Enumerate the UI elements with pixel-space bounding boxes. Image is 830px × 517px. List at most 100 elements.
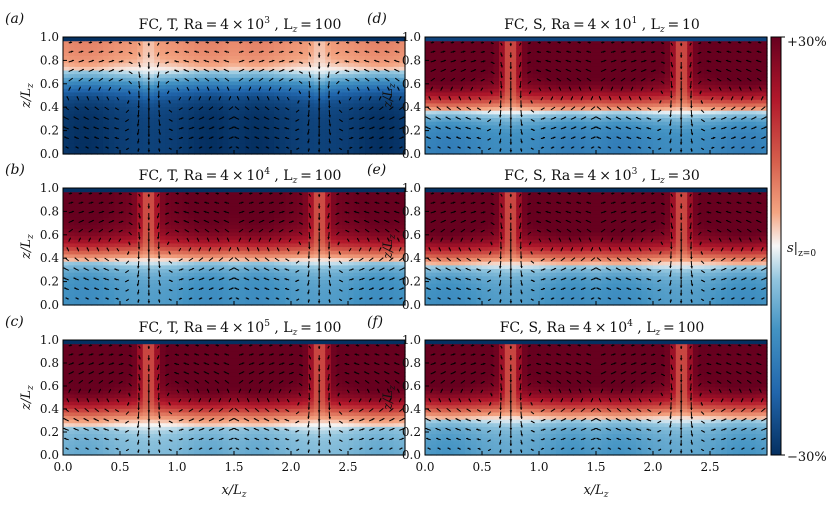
heat-cell xyxy=(120,231,127,237)
heat-cell xyxy=(336,139,343,144)
heat-cell xyxy=(211,106,218,111)
heat-cell xyxy=(387,44,395,49)
quiver-arrowhead xyxy=(389,146,393,149)
heat-cell xyxy=(359,47,366,53)
quiver-arrowhead xyxy=(94,106,98,110)
heat-cell xyxy=(330,246,338,251)
heat-cell xyxy=(268,117,275,122)
heat-cell xyxy=(273,231,281,237)
heat-cell xyxy=(268,84,275,89)
heat-cell xyxy=(63,220,70,226)
heat-cell xyxy=(302,206,309,211)
y-tick-label: 0.4 xyxy=(40,100,59,114)
heat-cell xyxy=(205,62,212,67)
heat-cell xyxy=(114,88,121,93)
heat-cell xyxy=(188,209,195,215)
heat-cell xyxy=(251,257,258,262)
heat-cell xyxy=(370,224,378,229)
heat-cell xyxy=(256,220,264,226)
heat-cell xyxy=(273,191,281,196)
heat-cell xyxy=(359,139,366,144)
heat-cell xyxy=(114,195,121,200)
heat-cell xyxy=(285,84,292,89)
heat-cell xyxy=(154,301,161,306)
heat-cell xyxy=(370,294,378,299)
heat-cell xyxy=(102,113,110,119)
heat-cell xyxy=(342,106,349,111)
quiver-arrowhead xyxy=(66,96,69,99)
heat-cell xyxy=(182,242,189,248)
heat-cell xyxy=(325,37,332,42)
heat-cell xyxy=(68,275,75,281)
quiver-arrowhead xyxy=(178,97,181,100)
heat-cell xyxy=(165,239,172,244)
heat-cell xyxy=(342,283,349,288)
heat-cell xyxy=(296,58,303,64)
heat-cell xyxy=(137,283,144,288)
heat-cell xyxy=(285,146,292,151)
heat-cell xyxy=(137,294,144,299)
heat-cell xyxy=(154,231,161,237)
quiver-arrowhead xyxy=(389,96,392,99)
heat-cell xyxy=(382,128,389,133)
heat-cell xyxy=(148,279,155,284)
heat-cell xyxy=(382,268,389,273)
heat-cell xyxy=(114,117,121,122)
heat-cell xyxy=(308,44,315,49)
heat-cell xyxy=(222,55,229,60)
heat-cell xyxy=(85,80,93,86)
heat-cell xyxy=(211,209,218,215)
heat-cell xyxy=(159,132,167,137)
heat-cell xyxy=(154,224,161,229)
heat-cell xyxy=(194,99,201,104)
quiver-arrowhead xyxy=(353,59,357,63)
heat-cell xyxy=(382,139,389,144)
heat-cell xyxy=(319,231,326,237)
heat-cell xyxy=(342,253,349,259)
heat-cell xyxy=(353,69,360,75)
quiver-arrowhead xyxy=(76,96,79,99)
heat-cell xyxy=(319,121,326,126)
heat-cell xyxy=(154,66,161,71)
heat-cell xyxy=(80,242,87,248)
heat-cell xyxy=(273,113,281,119)
heat-cell xyxy=(97,47,104,53)
quiver-arrowhead xyxy=(299,81,303,84)
heat-cell xyxy=(102,37,110,42)
quiver-arrowhead xyxy=(106,96,110,100)
heat-cell xyxy=(342,261,349,266)
quiver-arrowhead xyxy=(367,86,370,90)
heat-cell xyxy=(131,146,138,151)
heat-cell xyxy=(319,69,326,75)
heat-cell xyxy=(251,139,258,144)
heat-cell xyxy=(387,272,395,277)
heat-cell xyxy=(359,294,366,299)
heat-cell xyxy=(245,206,252,211)
quiver-arrowhead xyxy=(89,192,93,195)
heat-cell xyxy=(108,213,115,218)
heat-cell xyxy=(131,73,138,78)
heat-cell xyxy=(194,150,201,155)
heat-cell xyxy=(137,279,144,284)
heat-cell xyxy=(199,283,207,288)
heat-cell xyxy=(302,239,309,244)
heat-cell xyxy=(102,128,110,133)
quiver-arrowhead xyxy=(200,106,203,110)
heat-cell xyxy=(131,106,138,111)
heat-cell xyxy=(393,275,400,281)
heat-cell xyxy=(102,209,110,215)
quiver-arrowhead xyxy=(277,96,280,100)
heat-cell xyxy=(125,257,132,262)
quiver-arrowhead xyxy=(70,78,73,81)
quiver-arrowhead xyxy=(110,201,114,205)
heat-cell xyxy=(273,102,281,108)
heat-cell xyxy=(376,102,383,108)
heat-cell xyxy=(142,268,150,273)
quiver-arrowhead xyxy=(165,212,168,215)
heat-cell xyxy=(262,51,269,56)
heat-cell xyxy=(256,290,264,295)
heat-cell xyxy=(154,132,161,137)
heat-cell xyxy=(68,51,75,56)
heat-cell xyxy=(273,55,281,60)
heat-cell xyxy=(302,220,309,226)
